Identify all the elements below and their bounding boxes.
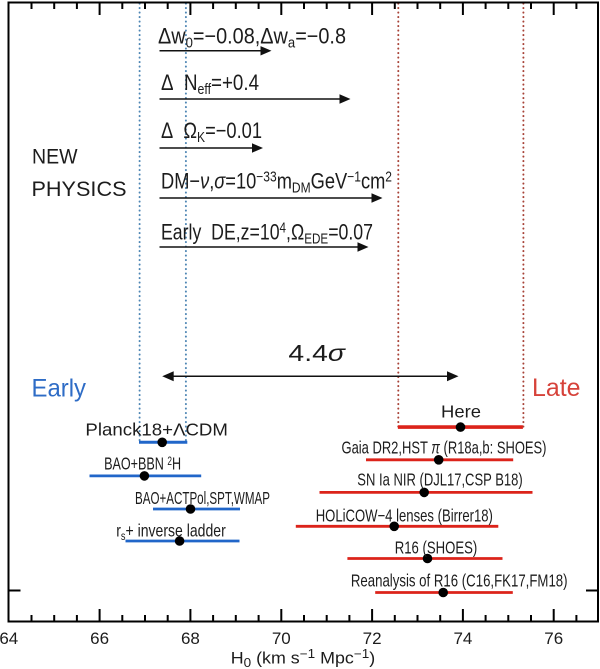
svg-text:76: 76 <box>544 629 563 648</box>
svg-text:Gaia DR2,HST π (R18a,b: SHOES): Gaia DR2,HST π (R18a,b: SHOES) <box>342 438 547 458</box>
svg-text:R16 (SHOES): R16 (SHOES) <box>395 538 478 558</box>
svg-text:64: 64 <box>0 629 18 648</box>
svg-text:70: 70 <box>272 629 291 648</box>
svg-text:4.4σ: 4.4 σ <box>288 340 345 366</box>
svg-text:Early: Early <box>32 375 87 403</box>
svg-text:BAO+BBN 2H: BAO+BBN 2H <box>104 454 181 474</box>
svg-text:Here: Here <box>441 402 481 422</box>
svg-text:Planck18+ΛCDM: Planck18+ΛCDM <box>85 420 228 440</box>
svg-text:SN Ia NIR (DJL17,CSP B18): SN Ia NIR (DJL17,CSP B18) <box>357 470 522 490</box>
svg-text:NEW: NEW <box>32 145 78 169</box>
svg-text:74: 74 <box>453 629 472 648</box>
svg-text:Δ Neff=+0.4: Δ Neff=+0.4 <box>161 70 259 98</box>
svg-text:Early DE,z=104,ΩEDE=0.07: Early DE,z=104,ΩEDE=0.07 <box>161 220 373 248</box>
svg-text:HOLiCOW−4 lenses (Birrer18): HOLiCOW−4 lenses (Birrer18) <box>316 506 493 526</box>
svg-text:rs+ inverse ladder: rs+ inverse ladder <box>116 520 226 543</box>
svg-text:H0 (km s−1 Mpc−1): H0 (km s −1 Mpc −1) <box>231 647 376 669</box>
svg-text:Late: Late <box>532 374 581 402</box>
svg-text:66: 66 <box>90 629 109 648</box>
svg-text:BAO+ACTPol,SPT,WMAP: BAO+ACTPol,SPT,WMAP <box>135 488 270 508</box>
svg-text:Δ ΩK=−0.01: Δ ΩK=−0.01 <box>161 118 262 146</box>
svg-text:72: 72 <box>363 629 382 648</box>
svg-text:68: 68 <box>181 629 200 648</box>
svg-text:PHYSICS: PHYSICS <box>32 177 127 201</box>
svg-text:Reanalysis of R16 (C16,FK17,FM: Reanalysis of R16 (C16,FK17,FM18) <box>351 571 568 591</box>
